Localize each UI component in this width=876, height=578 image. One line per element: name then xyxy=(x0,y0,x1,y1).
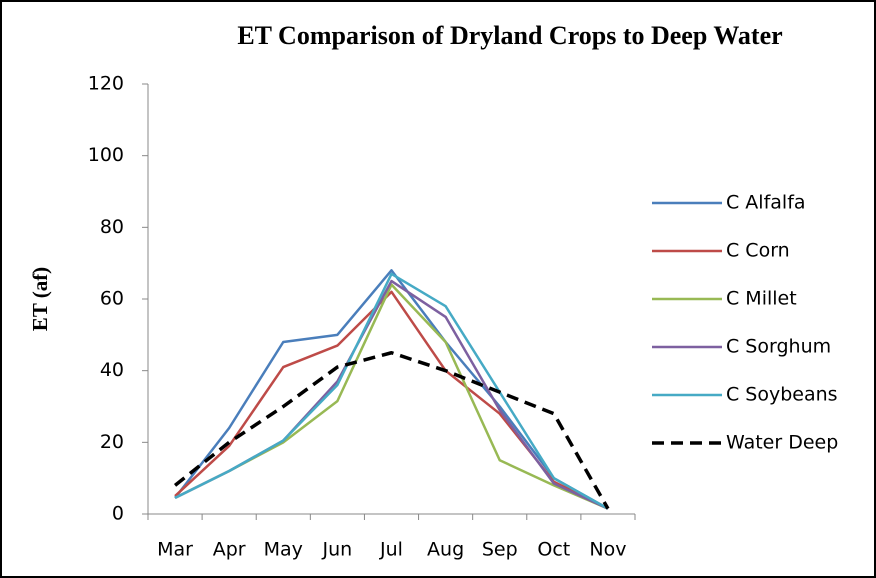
y-axis-label: ET (af) xyxy=(28,267,52,331)
legend-label: C Millet xyxy=(726,288,797,310)
series-line xyxy=(174,269,609,510)
series-line xyxy=(174,272,609,510)
y-tick-label: 60 xyxy=(100,288,124,310)
y-tick-label: 20 xyxy=(100,431,124,453)
x-tick-label: Apr xyxy=(213,539,246,561)
legend-label: C Soybeans xyxy=(726,384,838,406)
x-tick-label: Nov xyxy=(589,539,626,561)
y-tick-label: 120 xyxy=(88,73,124,95)
y-tick-label: 40 xyxy=(100,359,124,381)
x-tick-label: Oct xyxy=(537,539,570,561)
x-tick-label: May xyxy=(264,539,303,561)
x-tick-label: Aug xyxy=(427,539,464,561)
legend-label: Water Deep xyxy=(726,432,838,454)
x-tick-label: Jul xyxy=(379,539,403,561)
y-tick-label: 100 xyxy=(88,144,124,166)
x-tick-label: Mar xyxy=(157,539,193,561)
y-tick-label: 80 xyxy=(100,216,124,238)
y-tick-label: 0 xyxy=(112,503,124,525)
legend-label: C Corn xyxy=(726,240,790,262)
legend-label: C Sorghum xyxy=(726,336,831,358)
x-tick-label: Sep xyxy=(482,539,518,561)
legend-label: C Alfalfa xyxy=(726,192,806,214)
chart-title: ET Comparison of Dryland Crops to Deep W… xyxy=(237,21,782,50)
x-tick-label: Jun xyxy=(322,539,353,561)
series-line xyxy=(173,351,610,510)
